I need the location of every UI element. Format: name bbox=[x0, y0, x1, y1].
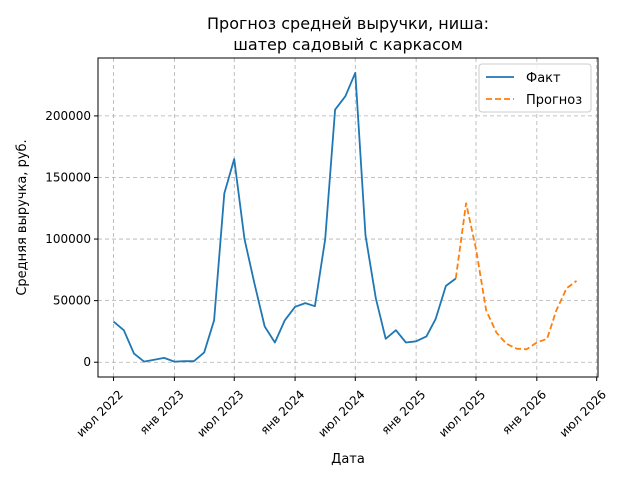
plot-area bbox=[97, 57, 599, 378]
chart-title-line-2: шатер садовый с каркасом bbox=[233, 35, 462, 54]
y-tick-label: 100000 bbox=[45, 232, 91, 246]
grid bbox=[98, 58, 598, 377]
x-tick-label: июл 2022 bbox=[74, 387, 126, 439]
x-tick-label: июл 2025 bbox=[436, 387, 488, 439]
series-lines bbox=[112, 71, 578, 363]
legend-label-forecast: Прогноз bbox=[526, 93, 582, 108]
y-tick-label: 200000 bbox=[45, 109, 91, 123]
x-tick-label: июл 2026 bbox=[557, 387, 609, 439]
x-tick-label: янв 2023 bbox=[137, 387, 187, 437]
x-axis-label: Дата bbox=[331, 452, 365, 467]
chart-title-line-1: Прогноз средней выручки, ниша: bbox=[207, 14, 489, 33]
axes-ticks: 0 50000 100000 150000 200000 июл 2022 янв 2023… bbox=[45, 109, 609, 440]
y-tick-label: 0 bbox=[83, 355, 91, 369]
x-tick-label: янв 2024 bbox=[258, 387, 308, 437]
legend-box bbox=[478, 63, 592, 113]
x-tick-label: янв 2026 bbox=[499, 387, 549, 437]
y-axis-label: Средняя выручка, руб. bbox=[15, 139, 30, 295]
legend-label-fact: Факт bbox=[526, 71, 561, 86]
y-tick-label: 150000 bbox=[45, 170, 91, 184]
x-tick-label: июл 2024 bbox=[315, 387, 367, 439]
series-line-forecast bbox=[454, 202, 578, 351]
x-tick-label: янв 2025 bbox=[379, 387, 429, 437]
series-line-fact bbox=[112, 71, 457, 363]
x-tick-label: июл 2023 bbox=[194, 387, 246, 439]
y-tick-label: 50000 bbox=[53, 294, 91, 308]
legend: Факт Прогноз bbox=[478, 63, 592, 113]
